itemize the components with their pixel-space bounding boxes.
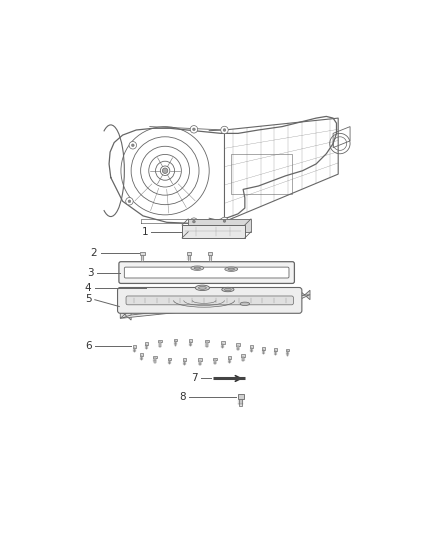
FancyBboxPatch shape [188,219,251,232]
Bar [158,340,162,343]
Bar [228,356,231,359]
Bar [133,345,136,348]
Bar [173,339,177,342]
Text: 7: 7 [191,374,197,383]
Bar [229,359,230,363]
Bar [241,354,245,357]
Ellipse shape [222,287,234,292]
Bar [221,341,225,344]
Bar [187,252,191,255]
Bar [275,351,276,355]
Bar [145,342,148,344]
FancyBboxPatch shape [119,262,294,284]
Text: 6: 6 [85,341,92,351]
Bar [242,357,244,361]
Bar [262,347,265,350]
Circle shape [162,168,168,173]
Bar [213,358,217,360]
Bar [184,361,185,365]
Polygon shape [120,295,310,318]
Bar [286,351,288,356]
Ellipse shape [225,267,238,271]
Bar [214,360,215,365]
Bar [209,255,211,261]
Bar [168,358,171,360]
Text: 3: 3 [87,268,94,278]
Text: 8: 8 [179,392,185,402]
Bar [140,252,145,255]
Circle shape [190,218,198,225]
Bar [188,255,190,261]
Circle shape [223,220,226,222]
Bar [237,343,240,346]
Bar [231,154,293,195]
Bar [240,399,242,406]
Bar [182,225,245,238]
Bar [159,343,161,347]
Bar [274,348,277,351]
Ellipse shape [198,286,206,289]
Ellipse shape [240,302,250,305]
Circle shape [129,142,137,149]
Bar [251,348,252,352]
Ellipse shape [191,266,204,270]
Circle shape [221,126,228,134]
Circle shape [128,200,131,203]
Bar [205,340,208,343]
Bar [208,252,212,255]
Text: 4: 4 [85,283,92,293]
Polygon shape [299,290,310,300]
Circle shape [193,128,195,131]
FancyBboxPatch shape [126,296,293,305]
Bar [146,344,147,349]
Bar [189,339,192,342]
Bar [237,346,239,350]
Bar [153,356,157,358]
Bar [238,394,244,399]
Circle shape [221,217,228,225]
Bar [222,344,223,348]
Bar [141,356,142,360]
Bar [174,342,176,346]
FancyBboxPatch shape [124,267,289,278]
Ellipse shape [228,268,234,270]
Text: 2: 2 [91,248,97,258]
Text: 5: 5 [85,294,92,304]
Bar [198,358,202,361]
Polygon shape [120,309,131,320]
Bar [154,358,155,363]
Circle shape [131,144,134,147]
Bar [190,342,191,346]
Ellipse shape [195,285,209,290]
Bar [183,358,186,361]
Bar [263,350,264,354]
Circle shape [223,128,226,131]
Ellipse shape [225,288,231,290]
Bar [134,348,135,352]
Ellipse shape [194,267,201,269]
Circle shape [126,198,133,205]
Bar [250,345,253,348]
Text: 1: 1 [141,227,148,237]
Circle shape [193,220,195,223]
Bar [169,360,170,365]
FancyBboxPatch shape [117,287,302,313]
Bar [140,353,143,356]
Bar [141,255,143,261]
Bar [199,361,201,365]
Bar [206,343,208,347]
Bar [286,349,289,351]
Circle shape [190,126,198,133]
